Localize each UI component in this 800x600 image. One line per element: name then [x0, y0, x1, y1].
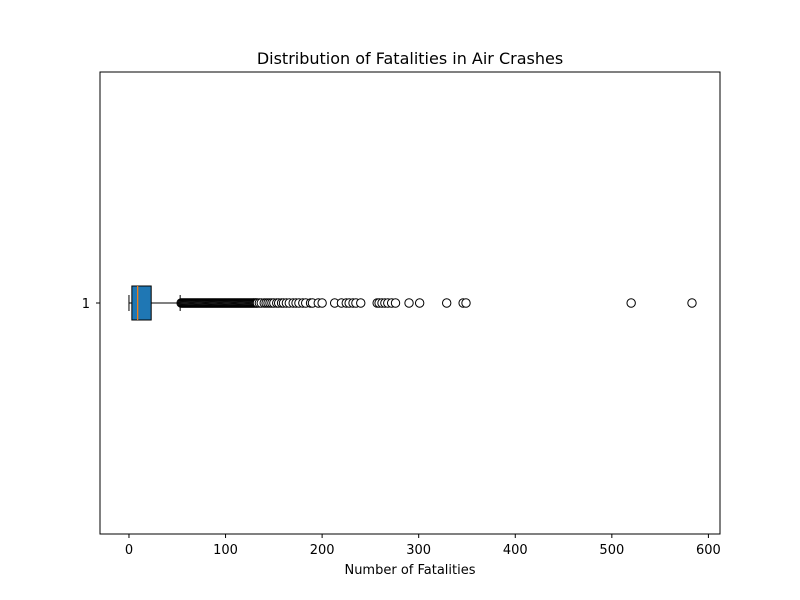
outlier-point	[356, 298, 366, 308]
x-tick-label: 400	[503, 543, 528, 558]
x-tick-label: 0	[125, 543, 133, 558]
outlier-point	[687, 298, 697, 308]
chart-title: Distribution of Fatalities in Air Crashe…	[257, 49, 563, 68]
outlier-point	[404, 298, 414, 308]
outlier-point	[390, 298, 401, 308]
x-tick-label: 300	[406, 543, 431, 558]
y-tick-label: 1	[82, 297, 90, 312]
x-axis: 0 100 200 300 400 500 600	[125, 534, 721, 558]
x-tick-label: 600	[696, 543, 721, 558]
interquartile-box	[131, 285, 152, 321]
outlier-point	[441, 298, 452, 308]
y-axis: 1	[82, 297, 100, 312]
x-tick-label: 100	[213, 543, 238, 558]
outlier-point	[461, 298, 471, 308]
outlier-point	[317, 298, 327, 308]
outlier-point	[414, 298, 425, 308]
x-tick-label: 200	[310, 543, 335, 558]
outlier-point	[626, 298, 636, 308]
plot-area	[128, 285, 697, 321]
x-tick-label: 500	[599, 543, 624, 558]
x-axis-label: Number of Fatalities	[344, 563, 475, 578]
